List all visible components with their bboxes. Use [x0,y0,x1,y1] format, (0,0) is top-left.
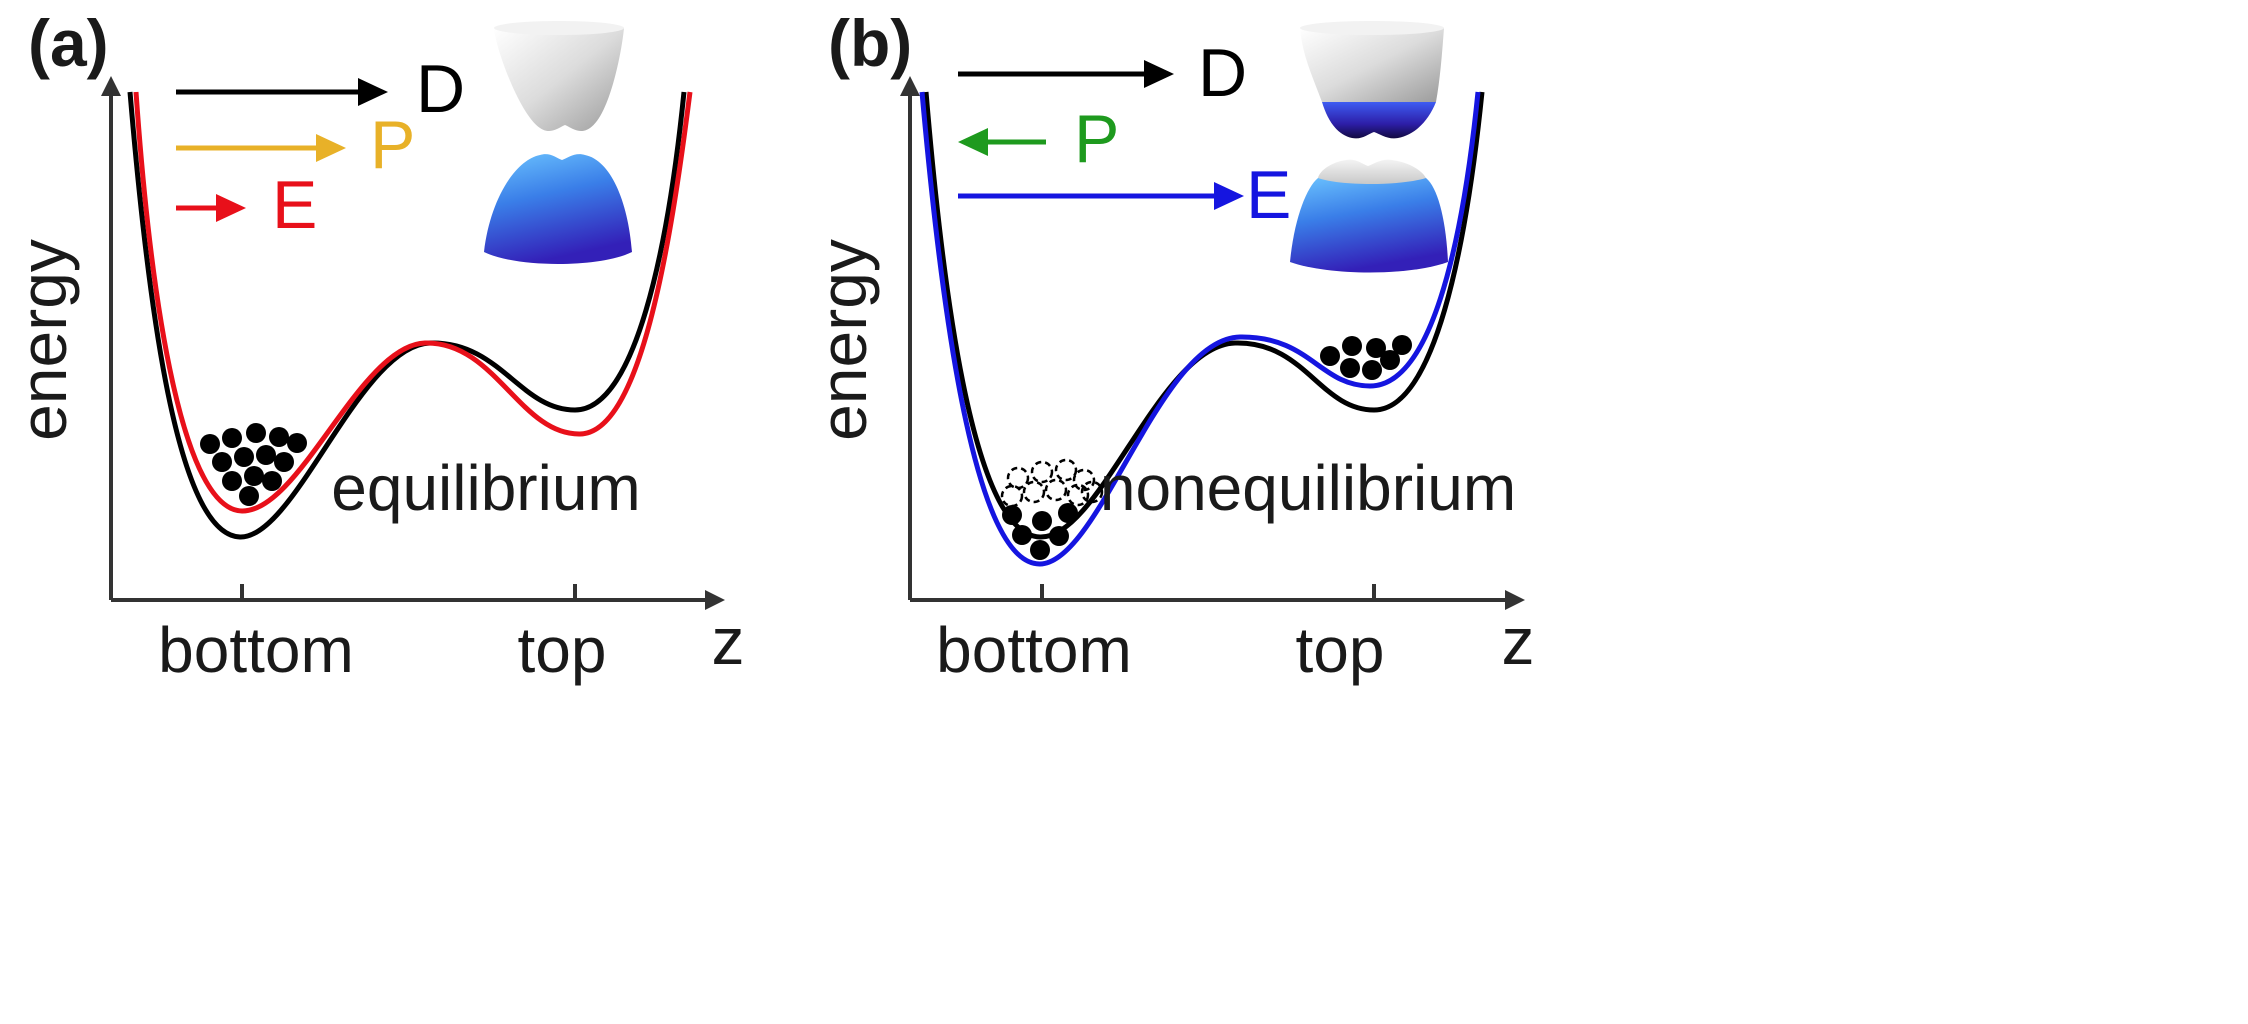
empty-particle [1030,460,1054,484]
conduction-band-filled-icon [1322,102,1436,139]
particle [222,428,242,448]
particle [200,434,220,454]
particle [287,433,307,453]
panel-a-particle-cluster [200,423,307,506]
arrow-head [1144,60,1174,88]
valence-band-icon [1290,178,1448,273]
particle [239,486,259,506]
panel-a-curve-tilted [133,91,693,514]
particle [1032,511,1052,531]
valence-band-icon [484,154,632,264]
panel-b-axes [900,76,1525,610]
particle [1058,503,1078,523]
particle [1342,336,1362,356]
panel-a-arrow-d-label: D [416,51,465,127]
empty-particle [1000,484,1024,508]
empty-particle [1022,480,1046,504]
particle [1392,335,1412,355]
particle [1030,540,1050,560]
particle [234,447,254,467]
conduction-band-rim [494,21,624,35]
panel-a-arrow-d: D [176,51,465,127]
particle [1012,525,1032,545]
conduction-band-icon [1300,28,1444,102]
particle [1002,505,1022,525]
panel-a-y-axis-label: energy [6,239,80,441]
particle [1362,360,1382,380]
panel-a-arrow-p: P [176,107,415,183]
panel-b-arrow-p: P [958,101,1119,177]
panel-a-arrow-e-label: E [272,167,317,243]
panel-b-tick-label-top: top [1296,614,1385,686]
arrow-head [958,128,988,156]
empty-particle [1044,478,1068,502]
particle [246,423,266,443]
panel-a-x-axis-arrowhead [705,590,725,610]
particle [274,452,294,472]
panel-a-arrow-e: E [176,167,317,243]
panel-a-tick-label-top: top [518,614,607,686]
particle [256,445,276,465]
particle [262,471,282,491]
panel-b-empty-states [1000,458,1104,508]
panel-a-y-axis-arrowhead [101,76,121,96]
panel-a-state-label: equilibrium [331,452,640,524]
panel-b-y-axis-arrowhead [900,76,920,96]
panel-b-particles-bottom [1002,503,1078,560]
panel-b-arrow-d: D [958,35,1247,111]
empty-particle [1066,483,1090,507]
panel-b-curve-tilted [919,91,1481,567]
panel-b-state-label: nonequilibrium [1100,452,1516,524]
panel-a-axes [101,76,725,610]
panel-a-tick-label-bottom: bottom [158,614,354,686]
empty-particle [1080,480,1104,504]
particle [1380,350,1400,370]
arrow-head [358,78,388,106]
panel-a-arrow-p-label: P [370,107,415,183]
particle [1340,358,1360,378]
panel-b-band-inset [1290,21,1448,273]
empty-particle [1054,458,1078,482]
particle [269,427,289,447]
particle [1320,346,1340,366]
panel-b-label: (b) [828,6,912,80]
empty-particle [1072,468,1096,492]
conduction-band-rim [1300,21,1444,35]
panel-b: (b) energy z bottom top [806,6,1535,686]
panel-b-x-axis-arrowhead [1505,590,1525,610]
conduction-band-icon [494,28,624,132]
panel-a-x-axis-label: z [712,604,745,678]
arrow-head [1214,182,1244,210]
panel-b-y-axis-label: energy [806,239,880,441]
particle [212,452,232,472]
panel-b-arrow-e: E [958,157,1291,233]
arrow-head [316,134,346,162]
valence-band-empty-icon [1318,159,1426,184]
panel-b-arrow-p-label: P [1074,101,1119,177]
particle [1049,526,1069,546]
panel-a-band-inset [484,21,632,264]
panel-a-label: (a) [28,6,109,80]
panel-b-arrow-d-label: D [1198,35,1247,111]
panel-b-x-axis-label: z [1502,604,1535,678]
particle [244,466,264,486]
panel-a: (a) energy z bottom top [6,6,745,686]
particle [1366,338,1386,358]
arrow-head [216,194,246,222]
panel-b-tick-label-bottom: bottom [936,614,1132,686]
panel-b-particles-top [1320,335,1412,380]
particle [222,471,242,491]
panel-b-arrow-e-label: E [1246,157,1291,233]
panel-a-curve-reference [127,91,687,540]
